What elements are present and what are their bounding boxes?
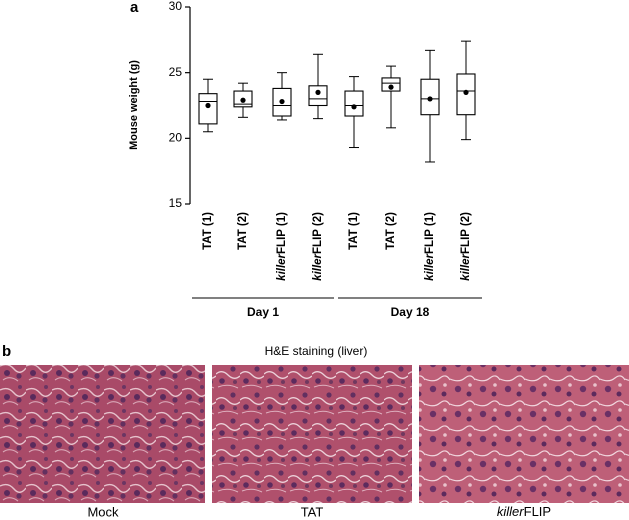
- histology-image: [0, 365, 205, 503]
- y-axis-label: Mouse weight (g): [128, 60, 140, 150]
- x-tick-label: killerFLIP (2): [460, 212, 472, 281]
- histology-panel: b H&E staining (liver) Mock TAT killerFLIP: [0, 343, 629, 519]
- group-label: Day 1: [247, 305, 279, 319]
- box: [381, 77, 401, 92]
- y-tick-label: 30: [169, 0, 183, 13]
- y-tick-label: 20: [169, 131, 183, 145]
- box: [308, 85, 328, 107]
- x-tick-label: TAT (2): [237, 212, 249, 250]
- x-tick-label: killerFLIP (2): [312, 212, 324, 281]
- y-tick-label: 25: [169, 65, 183, 79]
- y-tick-label: 15: [169, 196, 183, 210]
- x-tick-label: TAT (2): [385, 212, 397, 250]
- x-tick-label: TAT (1): [348, 212, 360, 250]
- panel-label: b: [2, 343, 11, 360]
- histology-image: [212, 365, 412, 503]
- x-tick-label: killerFLIP (1): [424, 212, 436, 281]
- mean-dot: [351, 104, 357, 110]
- mean-dot: [279, 98, 285, 105]
- box: [198, 93, 218, 125]
- image-caption: Mock: [87, 504, 119, 519]
- histology-image: [419, 365, 629, 503]
- box-chart: a Mouse weight (g) 15 20 25 30 TAT (1) TAT (2) k…: [128, 0, 482, 319]
- box: [344, 90, 364, 117]
- image-caption: TAT: [301, 504, 324, 519]
- group-label: Day 18: [391, 305, 430, 319]
- x-tick-label: killerFLIP (1): [276, 212, 288, 281]
- image-caption: killerFLIP: [497, 504, 551, 519]
- panel-label: a: [130, 0, 139, 16]
- mean-dot: [205, 102, 211, 109]
- mean-dot: [315, 89, 321, 95]
- panel-title: H&E staining (liver): [265, 344, 368, 358]
- x-tick-label: TAT (1): [202, 212, 214, 250]
- mean-dot: [388, 84, 394, 90]
- mean-dot: [240, 97, 246, 103]
- mean-dot: [427, 96, 433, 102]
- mean-dot: [463, 89, 469, 95]
